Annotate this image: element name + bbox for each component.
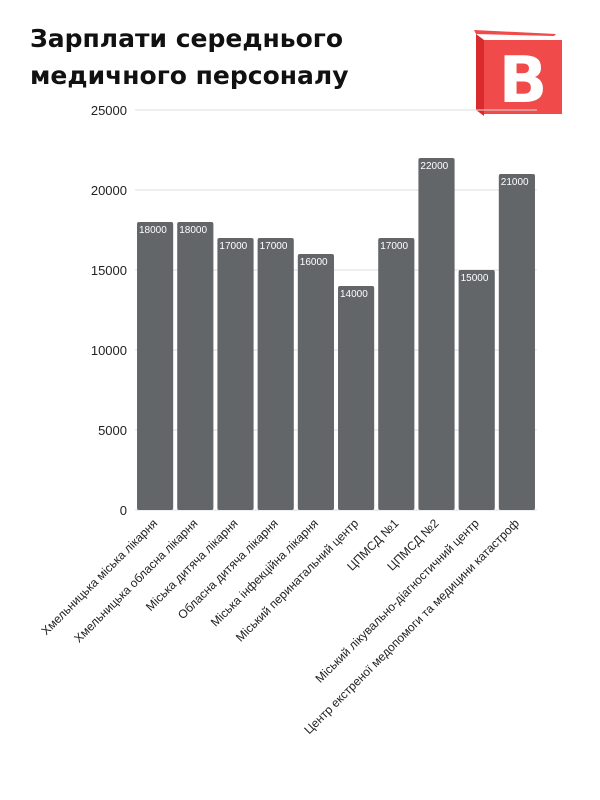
logo-left-edge <box>476 34 484 116</box>
y-tick-label: 5000 <box>98 423 127 438</box>
y-axis-ticks: 0 5000 10000 15000 20000 25000 <box>91 103 127 518</box>
logo-top-edge <box>474 30 556 36</box>
chart-title: Зарплати середнього медичного персоналу <box>30 20 450 94</box>
bar <box>297 254 334 510</box>
bar <box>498 174 535 510</box>
data-label: 17000 <box>380 241 408 252</box>
bar <box>217 238 254 510</box>
bar <box>137 222 174 510</box>
y-tick-label: 25000 <box>91 103 127 118</box>
y-tick-label: 20000 <box>91 183 127 198</box>
title-line-2: медичного персоналу <box>30 61 349 90</box>
logo-front <box>484 40 562 114</box>
bar <box>338 286 375 510</box>
data-label: 22000 <box>420 161 448 172</box>
data-label: 14000 <box>340 289 368 300</box>
title-line-1: Зарплати середнього <box>30 24 344 53</box>
bar <box>418 158 455 510</box>
logo-letter: B <box>499 44 548 116</box>
data-label: 21000 <box>501 177 529 188</box>
bar <box>257 238 294 510</box>
bar <box>177 222 214 510</box>
y-tick-label: 15000 <box>91 263 127 278</box>
bar <box>458 270 495 510</box>
data-label: 17000 <box>219 241 247 252</box>
brand-logo: B <box>474 30 562 116</box>
data-label: 18000 <box>179 225 207 236</box>
data-label: 18000 <box>139 225 167 236</box>
data-label: 15000 <box>461 273 489 284</box>
bar <box>378 238 415 510</box>
y-tick-label: 0 <box>120 503 127 518</box>
data-label: 16000 <box>300 257 328 268</box>
data-label: 17000 <box>260 241 288 252</box>
y-tick-label: 10000 <box>91 343 127 358</box>
bars <box>137 158 535 510</box>
data-labels: 18000 18000 17000 17000 16000 14000 17000 22000… <box>139 161 529 300</box>
